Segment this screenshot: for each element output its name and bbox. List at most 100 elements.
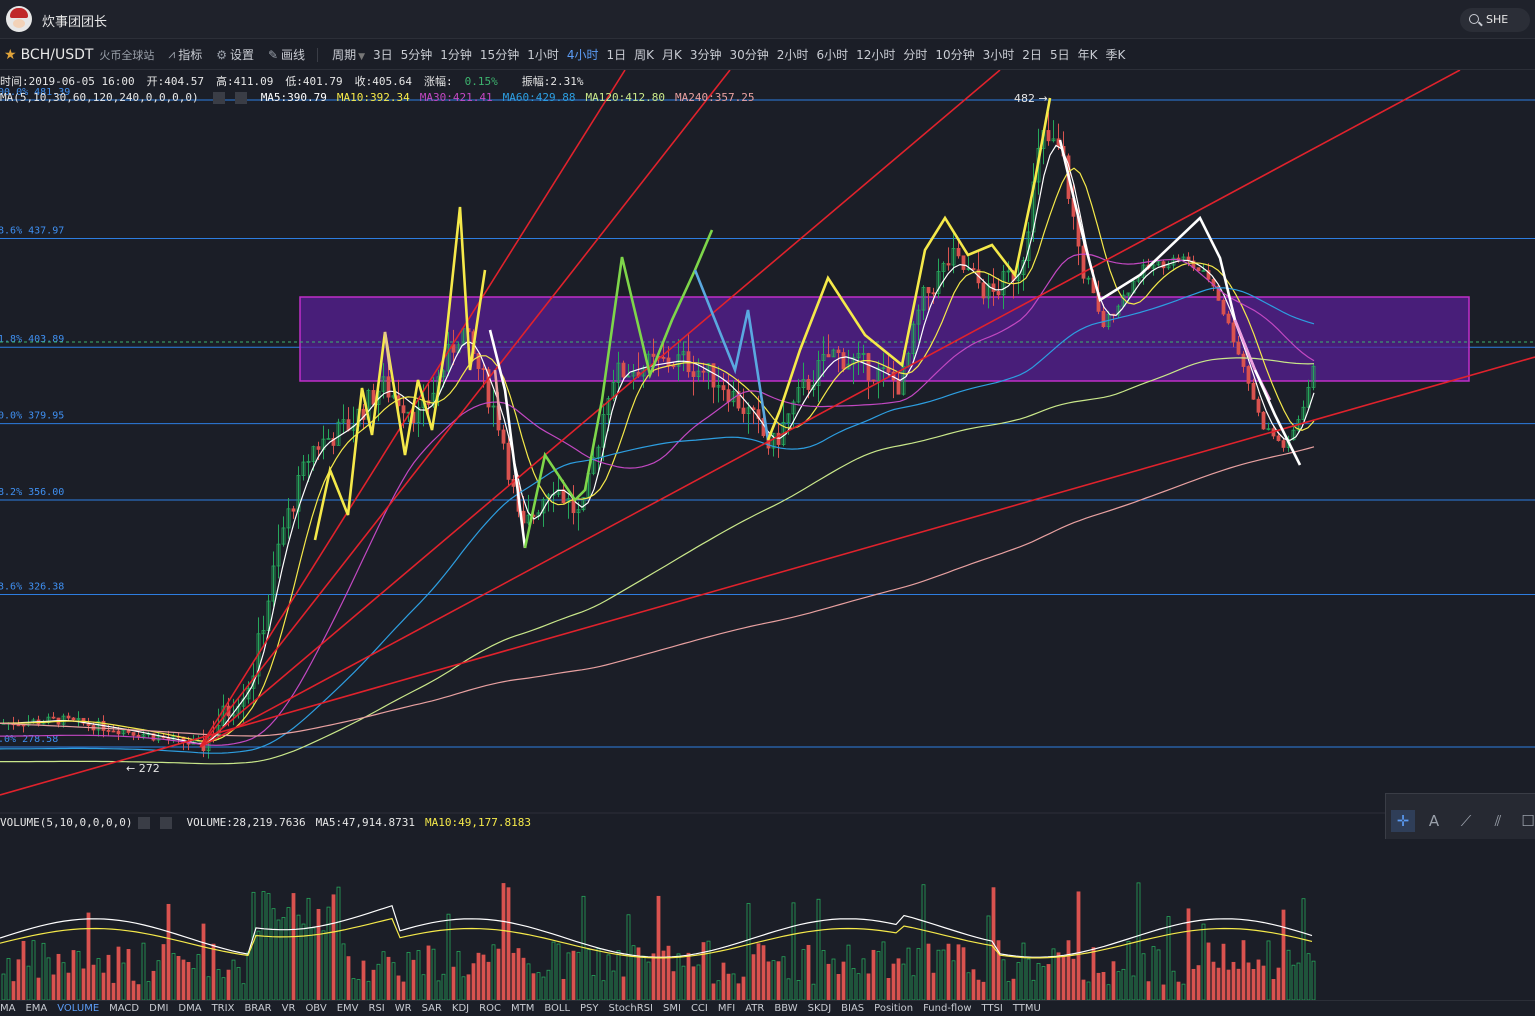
fib-label-2: 61.8% 403.89 <box>0 334 64 345</box>
ma240-value: MA240:357.25 <box>674 91 755 104</box>
indicator-tab-20[interactable]: SMI <box>663 1003 681 1014</box>
period-dropdown[interactable]: 周期 ▼ <box>332 46 365 63</box>
indicator-tab-18[interactable]: PSY <box>580 1003 599 1014</box>
indicator-tab-23[interactable]: ATR <box>745 1003 765 1014</box>
timeframe-17[interactable]: 2日 <box>1022 48 1042 62</box>
volume-bar <box>1021 942 1026 1001</box>
candle-body <box>736 391 741 409</box>
volume-settings-icon[interactable] <box>138 817 151 829</box>
timeframe-16[interactable]: 3小时 <box>982 48 1015 62</box>
indicator-tab-13[interactable]: SAR <box>421 1003 442 1014</box>
indicator-tab-28[interactable]: Fund-flow <box>923 1003 972 1014</box>
volume-bar <box>586 949 591 1001</box>
indicator-tab-10[interactable]: EMV <box>336 1003 359 1014</box>
candle-body <box>651 353 656 357</box>
indicator-tab-9[interactable]: OBV <box>305 1003 327 1014</box>
chevron-down-icon: ▼ <box>358 52 365 62</box>
timeframe-7[interactable]: 周K <box>634 48 654 62</box>
draw-button[interactable]: ✎ 画线 <box>268 46 305 63</box>
volume-bar <box>686 952 691 1001</box>
indicator-tab-30[interactable]: TTMU <box>1012 1003 1041 1014</box>
indicator-tab-5[interactable]: DMA <box>178 1003 202 1014</box>
fib-label-0: 100.0% 481.39 <box>0 87 70 98</box>
indicator-tab-27[interactable]: Position <box>874 1003 914 1014</box>
volume-bar <box>886 977 891 1001</box>
timeframe-6[interactable]: 1日 <box>606 48 627 62</box>
volume-bar <box>451 966 456 1001</box>
candle-body <box>131 732 136 736</box>
fib-label-6: 0.0% 278.58 <box>0 734 58 745</box>
indicator-tab-7[interactable]: BRAR <box>244 1003 272 1014</box>
volume-close-icon[interactable] <box>160 817 173 829</box>
candle-body <box>1001 271 1006 296</box>
timeframe-2[interactable]: 1分钟 <box>440 48 472 62</box>
volume-readout: VOLUME(5,10,0,0,0,0) VOLUME:28,219.7636 MA… <box>0 816 541 829</box>
timeframe-5[interactable]: 4小时 <box>566 48 599 62</box>
avatar[interactable] <box>6 6 32 32</box>
ohlc-close: 收:405.64 <box>354 75 413 88</box>
indicator-tab-1[interactable]: EMA <box>25 1003 48 1014</box>
timeframe-4[interactable]: 1小时 <box>527 48 559 62</box>
indicator-tab-4[interactable]: DMI <box>149 1003 169 1014</box>
timeframe-3[interactable]: 15分钟 <box>479 48 520 62</box>
settings-button[interactable]: ⚙ 设置 <box>216 46 254 63</box>
timeframe-18[interactable]: 5日 <box>1049 48 1070 62</box>
indicator-tab-11[interactable]: RSI <box>368 1003 385 1014</box>
indicator-tab-0[interactable]: MA <box>0 1003 16 1014</box>
resistance-zone <box>299 296 1470 382</box>
search-box[interactable]: SHE <box>1460 8 1530 32</box>
timeframe-20[interactable]: 季K <box>1105 48 1126 62</box>
candle-body <box>1211 278 1216 287</box>
timeframe-12[interactable]: 6小时 <box>816 48 849 62</box>
candle-body <box>801 379 806 389</box>
indicator-tab-26[interactable]: BIAS <box>841 1003 865 1014</box>
line-tool-icon[interactable]: ⟋ <box>1460 812 1472 830</box>
timeframe-14[interactable]: 分时 <box>903 48 928 62</box>
volume-bar <box>1116 971 1121 1001</box>
indicator-tab-21[interactable]: CCI <box>690 1003 708 1014</box>
timeframe-0[interactable]: 3日 <box>373 48 393 62</box>
indicator-tab-15[interactable]: ROC <box>479 1003 501 1014</box>
candle-body <box>1236 341 1241 355</box>
indicator-tab-22[interactable]: MFI <box>717 1003 736 1014</box>
ma-close-icon[interactable] <box>234 92 247 104</box>
candle-body <box>931 292 936 295</box>
indicator-tab-16[interactable]: MTM <box>510 1003 535 1014</box>
rectangle-tool-icon[interactable]: ☐ <box>1521 812 1535 830</box>
volume-bar <box>1056 952 1061 1001</box>
timeframe-19[interactable]: 年K <box>1077 48 1098 62</box>
indicator-tab-24[interactable]: BBW <box>774 1003 798 1014</box>
indicator-tab-14[interactable]: KDJ <box>451 1003 470 1014</box>
indicator-tab-29[interactable]: TTSI <box>981 1003 1003 1014</box>
star-icon[interactable]: ★ <box>4 46 17 63</box>
price-chart[interactable]: 100.0% 481.39 78.6% 437.97 61.8% 403.89 50.… <box>0 70 1535 1001</box>
indicator-tab-2[interactable]: VOLUME <box>57 1003 100 1014</box>
ohlc-high: 高:411.09 <box>215 75 274 88</box>
text-tool-icon[interactable]: A <box>1428 812 1440 830</box>
indicator-tab-8[interactable]: VR <box>281 1003 296 1014</box>
indicator-button[interactable]: ⩘ 指标 <box>168 46 202 63</box>
pitchfork-icon[interactable]: ⫽ <box>1494 812 1502 830</box>
timeframe-10[interactable]: 30分钟 <box>729 48 769 62</box>
indicator-tab-19[interactable]: StochRSI <box>608 1003 653 1014</box>
timeframe-11[interactable]: 2小时 <box>776 48 809 62</box>
timeframe-13[interactable]: 12小时 <box>856 48 896 62</box>
volume-bar <box>831 958 836 1001</box>
timeframe-1[interactable]: 5分钟 <box>400 48 433 62</box>
crosshair-icon[interactable]: ✛ <box>1391 810 1415 832</box>
ma-settings-icon[interactable] <box>212 92 225 104</box>
volume-bar <box>81 968 86 1001</box>
indicator-tab-12[interactable]: WR <box>394 1003 412 1014</box>
candle-body <box>881 367 886 370</box>
candle-body <box>1306 386 1311 408</box>
indicator-tab-25[interactable]: SKDJ <box>807 1003 832 1014</box>
timeframe-15[interactable]: 10分钟 <box>935 48 975 62</box>
volume-bar <box>656 895 661 1001</box>
symbol-label[interactable]: BCH/USDT <box>20 46 94 63</box>
indicator-tab-6[interactable]: TRIX <box>211 1003 235 1014</box>
indicator-tab-3[interactable]: MACD <box>109 1003 140 1014</box>
timeframe-9[interactable]: 3分钟 <box>689 48 722 62</box>
indicator-tab-17[interactable]: BOLL <box>544 1003 571 1014</box>
candle-body <box>1126 292 1131 296</box>
timeframe-8[interactable]: 月K <box>662 48 682 62</box>
